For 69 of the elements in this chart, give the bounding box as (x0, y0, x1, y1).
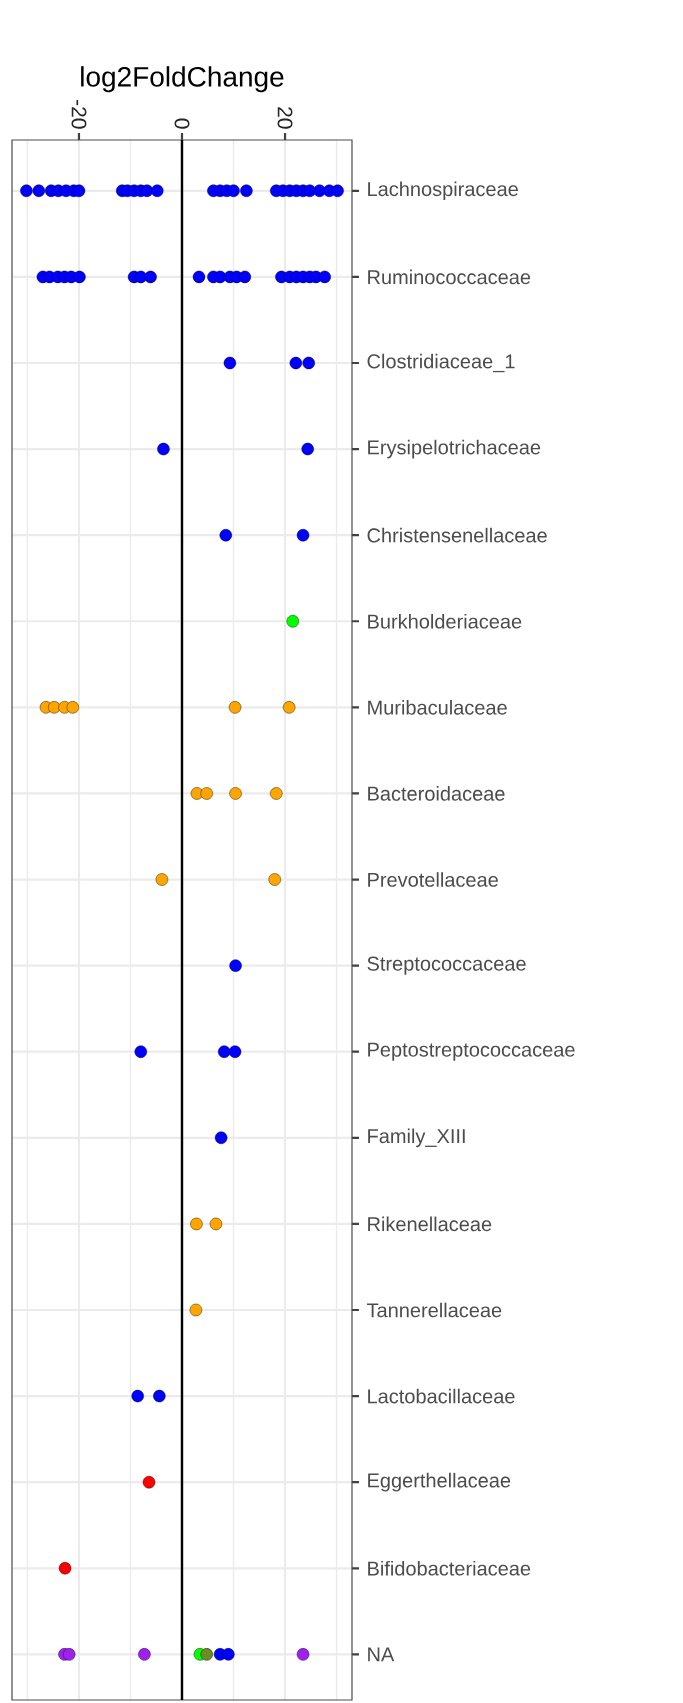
point (20, 184, 33, 197)
point (331, 184, 344, 197)
point (218, 1045, 231, 1058)
y-tick-label: Eggerthellaceae (368, 1472, 511, 1492)
point (189, 1303, 203, 1317)
point (200, 1648, 213, 1661)
point (223, 356, 237, 370)
y-tick-label: Lactobacillaceae (368, 1388, 515, 1404)
y-tick-label: NA (368, 1647, 395, 1662)
point (222, 1648, 235, 1661)
point (219, 528, 232, 542)
point (296, 1648, 310, 1661)
x-axis-title: log2FoldChange (81, 66, 284, 93)
point (296, 528, 310, 542)
point (138, 1648, 151, 1661)
x-tick-label: 20 (277, 107, 293, 129)
point (140, 184, 154, 197)
point (192, 270, 206, 284)
y-tick-label: Ruminococcaceae (368, 269, 531, 285)
point (282, 701, 296, 714)
y-tick-label: Lachnospiraceae (368, 181, 518, 201)
y-tick-label: Peptostreptococcaceae (368, 1042, 575, 1061)
x-tick-label: 0 (174, 118, 190, 129)
point (302, 356, 315, 370)
point (289, 356, 303, 370)
point (200, 787, 213, 800)
y-tick-label: Family_XIII (368, 1128, 465, 1148)
point (58, 1562, 72, 1575)
point (238, 270, 252, 284)
point (48, 701, 61, 714)
point (131, 1389, 144, 1403)
point (66, 701, 79, 714)
point (268, 873, 281, 886)
point (151, 184, 164, 197)
y-tick-label: Christensenellaceae (367, 527, 547, 543)
y-tick-label: Rikenellaceae (368, 1216, 492, 1232)
y-tick-label: Clostridiaceae_1 (367, 353, 515, 373)
y-tick-label: Erysipelotrichaceae (368, 439, 541, 459)
point (286, 615, 299, 628)
point (144, 270, 157, 284)
point (134, 1045, 147, 1058)
y-tick-label: Muribaculaceae (368, 700, 507, 715)
point (214, 1131, 228, 1145)
y-tick-label: Burkholderiaceae (368, 613, 522, 629)
point (209, 1217, 223, 1231)
point (228, 701, 242, 714)
point (62, 1648, 76, 1661)
point (142, 1475, 156, 1489)
y-tick-label: Streptococcaceae (367, 956, 526, 975)
y-tick-label: Tannerellaceae (366, 1302, 502, 1318)
point (228, 1045, 242, 1058)
point (32, 184, 45, 197)
point (190, 1217, 203, 1231)
point (301, 442, 314, 456)
point (240, 184, 253, 197)
point (270, 787, 283, 800)
point (155, 873, 169, 886)
point (318, 270, 331, 284)
point (229, 959, 242, 972)
point (227, 184, 240, 197)
point (229, 787, 242, 800)
y-tick-label: Bifidobacteriaceae (368, 1560, 531, 1576)
point (72, 184, 86, 197)
point (73, 270, 86, 284)
y-tick-label: Prevotellaceae (368, 872, 498, 887)
x-tick-label: -20 (71, 100, 87, 129)
y-tick-label: Bacteroidaceae (368, 786, 505, 801)
point (157, 442, 170, 456)
point (153, 1389, 166, 1403)
